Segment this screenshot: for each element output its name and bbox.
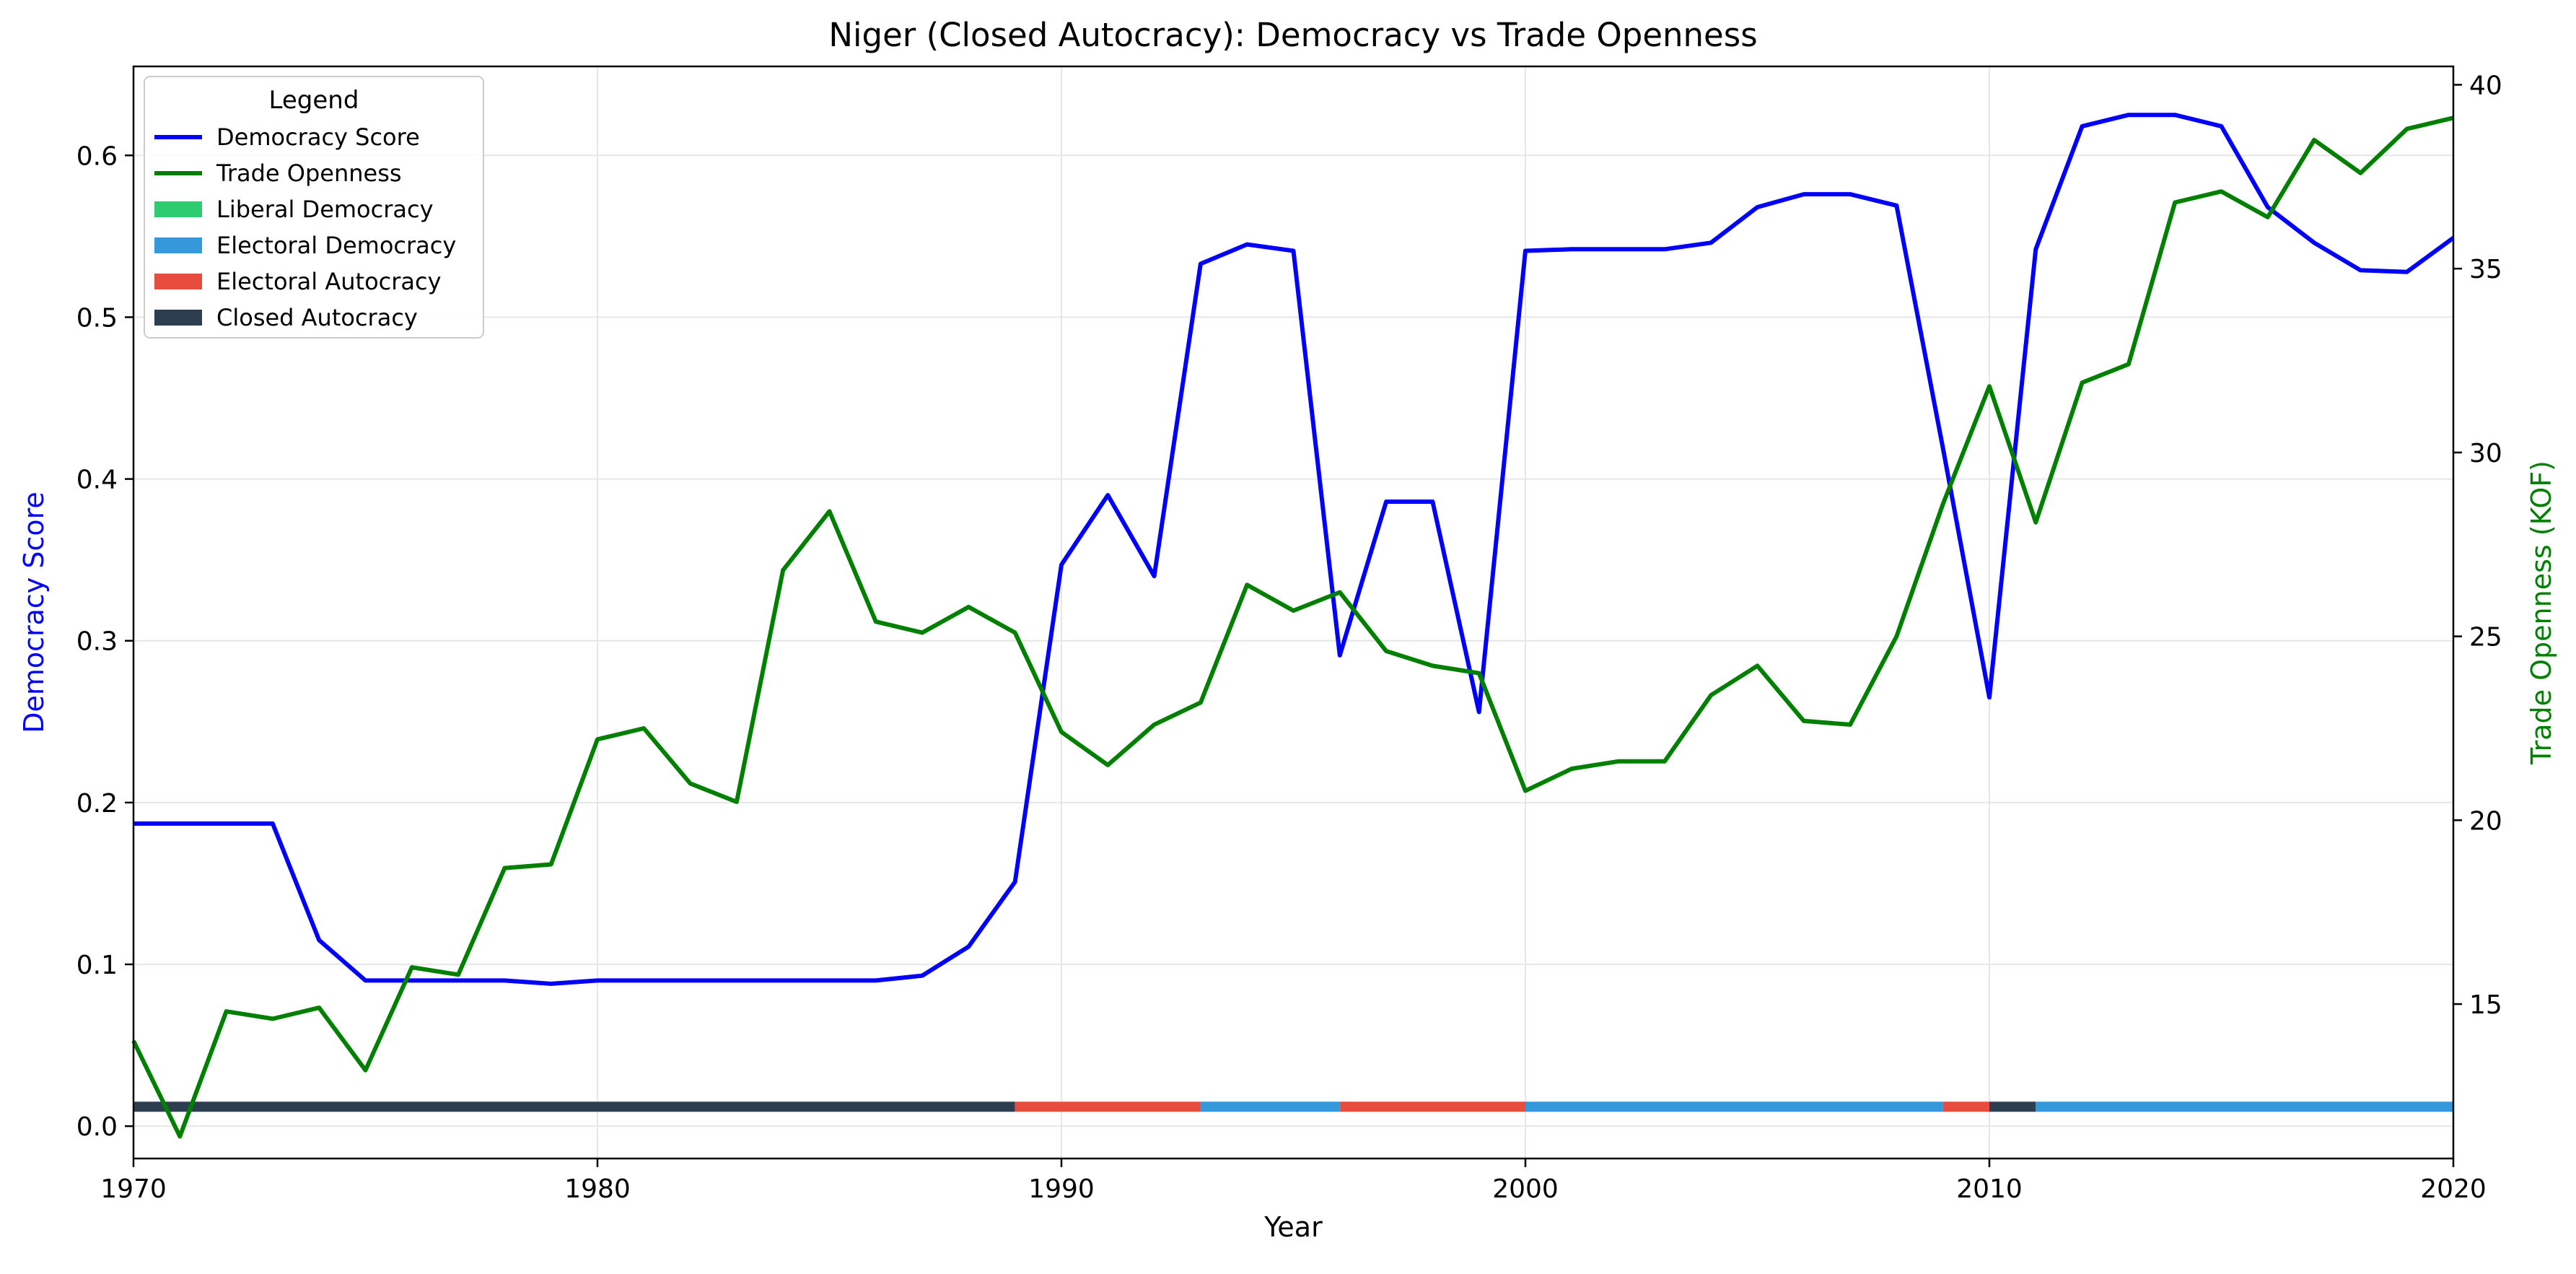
- y2-axis-label: Trade Openness (KOF): [2525, 461, 2557, 765]
- legend-swatch-patch: [154, 201, 202, 217]
- legend-entry-label: Closed Autocracy: [216, 304, 418, 331]
- chart-title: Niger (Closed Autocracy): Democracy vs T…: [828, 16, 1757, 54]
- y2-tick-label: 15: [2469, 990, 2502, 1020]
- regime-bar: [133, 1101, 2453, 1112]
- regime-segment-electoral-autocracy: [1942, 1101, 1989, 1112]
- regime-segment-closed-autocracy: [133, 1101, 1015, 1112]
- legend-entry-label: Electoral Democracy: [216, 232, 456, 259]
- legend-swatch-patch: [154, 310, 202, 326]
- legend-title: Legend: [269, 86, 359, 115]
- plot-area-frame: [132, 65, 2455, 1160]
- legend-box: [144, 76, 484, 339]
- y2-tick-label: 25: [2469, 623, 2502, 653]
- legend-swatch-patch: [154, 274, 202, 289]
- legend-entry-label: Electoral Autocracy: [216, 268, 442, 295]
- x-tick-label: 1990: [1028, 1174, 1095, 1204]
- y-axis-label: Democracy Score: [18, 492, 50, 733]
- legend-entry-label: Democracy Score: [216, 123, 420, 151]
- y-tick-label: 0.3: [76, 627, 118, 657]
- regime-segment-closed-autocracy: [1989, 1101, 2036, 1112]
- series-line-democracy-score: [133, 113, 2455, 986]
- y2-tick-label: 20: [2469, 806, 2502, 836]
- y2-tick-label: 35: [2469, 255, 2502, 284]
- x-tick-label: 2010: [1956, 1174, 2023, 1204]
- legend: Legend Democracy Score Trade Openness Liber…: [144, 76, 484, 339]
- y2-tick-label: 40: [2469, 71, 2502, 100]
- regime-segment-electoral-democracy: [1200, 1101, 1340, 1112]
- y2-tick-label: 30: [2469, 439, 2502, 468]
- x-tick-label: 2000: [1492, 1174, 1559, 1204]
- y-tick-label: 0.5: [76, 303, 118, 333]
- y-tick-label: 0.4: [76, 466, 118, 495]
- x-axis: 1970 1980 1990 2000 2010 2020: [100, 1159, 2487, 1204]
- y-axis-right: 15 20 25 30 35 40: [2453, 71, 2502, 1020]
- y-tick-label: 0.0: [76, 1112, 118, 1142]
- legend-entry-label: Liberal Democracy: [216, 196, 434, 223]
- y-tick-label: 0.1: [76, 951, 118, 980]
- x-tick-label: 2020: [2420, 1174, 2487, 1204]
- y-tick-label: 0.2: [76, 789, 118, 819]
- x-axis-label: Year: [1263, 1211, 1323, 1243]
- legend-swatch-patch: [154, 237, 202, 253]
- y-axis-left: 0.0 0.1 0.2 0.3 0.4 0.5 0.6: [76, 141, 133, 1142]
- x-tick-label: 1980: [564, 1174, 631, 1204]
- series-layer: [131, 113, 2455, 1139]
- x-tick-label: 1970: [100, 1174, 167, 1204]
- legend-entry-label: Trade Openness: [216, 160, 402, 187]
- regime-segment-electoral-democracy: [1525, 1101, 1943, 1112]
- series-line-trade-openness: [131, 115, 2454, 1139]
- y-tick-label: 0.6: [76, 141, 118, 171]
- regime-segment-electoral-autocracy: [1339, 1101, 1525, 1112]
- regime-segment-electoral-democracy: [2036, 1101, 2453, 1112]
- regime-segment-electoral-autocracy: [1015, 1101, 1201, 1112]
